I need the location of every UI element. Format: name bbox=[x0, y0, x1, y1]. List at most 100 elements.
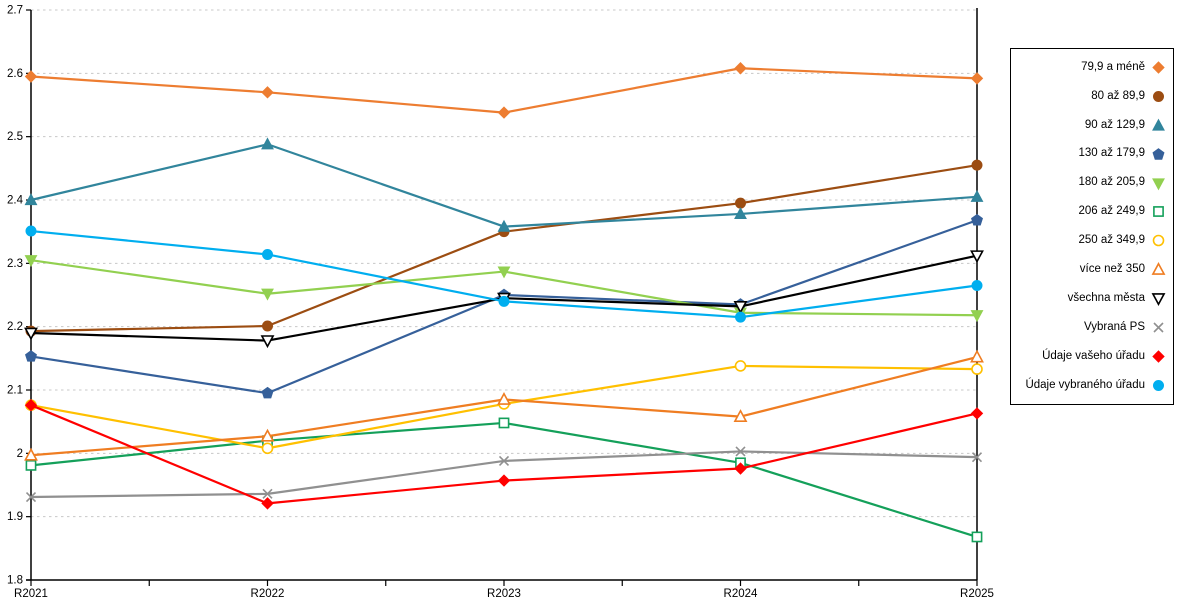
legend-item: 180 až 205,9 bbox=[1015, 171, 1166, 195]
triangle-up-marker bbox=[733, 409, 748, 423]
triangle-down-marker bbox=[261, 288, 274, 301]
legend-item: 79,9 a méně bbox=[1015, 55, 1166, 79]
series-12 bbox=[25, 225, 983, 323]
series-11 bbox=[24, 398, 984, 510]
diamond-marker bbox=[734, 62, 747, 75]
triangle-up-marker bbox=[24, 447, 38, 461]
square-marker bbox=[498, 417, 510, 429]
series-line bbox=[29, 143, 979, 228]
legend-label: Vybraná PS bbox=[1084, 320, 1145, 333]
legend-item: více než 350 bbox=[1015, 258, 1166, 282]
y-axis-ticks: 2.7 2.6 2.5 2.4 2.3 2.2 2.1 2 1.9 1.8 bbox=[7, 5, 31, 587]
series-8 bbox=[24, 349, 984, 461]
diamond-marker bbox=[1152, 61, 1165, 74]
pentagon-marker bbox=[1152, 147, 1165, 160]
legend-item: Vybraná PS bbox=[1015, 316, 1166, 340]
triangle-down-marker bbox=[260, 335, 275, 349]
legend-marker-icon bbox=[1153, 90, 1164, 102]
legend-item: 80 až 89,9 bbox=[1015, 84, 1166, 108]
square-marker bbox=[971, 531, 983, 543]
y-tick-label: 2.4 bbox=[7, 195, 24, 207]
series-10 bbox=[25, 446, 983, 503]
square-marker bbox=[25, 459, 37, 471]
legend-item: Údaje vybraného úřadu bbox=[1015, 373, 1166, 397]
triangle-up-marker bbox=[261, 137, 274, 150]
legend-marker-icon bbox=[1152, 350, 1165, 363]
circle-marker bbox=[498, 295, 510, 307]
diamond-marker bbox=[261, 86, 274, 99]
x-tick-label: R2021 bbox=[14, 588, 48, 600]
triangle-down-marker bbox=[1152, 177, 1165, 190]
legend-marker-icon bbox=[1153, 379, 1164, 391]
legend-marker-icon bbox=[1152, 118, 1165, 131]
triangle-up-marker bbox=[734, 207, 747, 220]
legend-item: 206 až 249,9 bbox=[1015, 200, 1166, 224]
series-1 bbox=[24, 62, 984, 119]
triangle-down-marker bbox=[970, 310, 984, 323]
series-3 bbox=[24, 137, 984, 232]
diamond-marker bbox=[497, 474, 511, 487]
legend-label: 130 až 179,9 bbox=[1078, 147, 1145, 160]
x-marker bbox=[498, 455, 510, 466]
circle-marker bbox=[1153, 379, 1164, 391]
triangle-up-marker bbox=[24, 193, 38, 206]
y-tick-label: 2.1 bbox=[7, 385, 23, 397]
circle-marker bbox=[735, 311, 746, 323]
diamond-marker bbox=[24, 398, 38, 412]
circle-marker bbox=[261, 442, 274, 455]
legend: 79,9 a méně 80 až 89,9 90 až 129,9 130 až 1… bbox=[1010, 48, 1174, 405]
circle-marker bbox=[734, 360, 747, 372]
y-tick-label: 2.2 bbox=[7, 321, 23, 333]
triangle-up-marker bbox=[260, 428, 275, 442]
legend-item: 130 až 179,9 bbox=[1015, 142, 1166, 166]
diamond-marker bbox=[497, 106, 511, 119]
triangle-up-marker bbox=[497, 392, 511, 405]
x-marker bbox=[25, 491, 37, 503]
legend-item: 250 až 349,9 bbox=[1015, 229, 1166, 253]
pentagon-marker bbox=[25, 350, 37, 362]
legend-label: 206 až 249,9 bbox=[1078, 205, 1145, 218]
circle-marker bbox=[971, 280, 983, 291]
y-tick-label: 2.6 bbox=[7, 68, 23, 80]
legend-label: Údaje vašeho úřadu bbox=[1042, 349, 1145, 362]
x-marker bbox=[971, 452, 983, 463]
circle-marker bbox=[971, 363, 983, 375]
legend-item: všechna města bbox=[1015, 287, 1166, 311]
legend-label: 80 až 89,9 bbox=[1091, 89, 1145, 102]
legend-marker-icon bbox=[1151, 293, 1166, 307]
triangle-down-marker bbox=[497, 266, 511, 279]
legend-label: 79,9 a méně bbox=[1081, 60, 1145, 73]
x-tick-label: R2022 bbox=[251, 588, 285, 600]
y-tick-label: 2.5 bbox=[7, 131, 23, 143]
y-tick-label: 1.9 bbox=[7, 511, 23, 523]
triangle-up-marker bbox=[497, 219, 511, 232]
legend-label: Údaje vybraného úřadu bbox=[1025, 378, 1145, 391]
diamond-marker bbox=[970, 72, 984, 85]
triangle-up-marker bbox=[1151, 262, 1166, 276]
circle-marker bbox=[262, 248, 273, 260]
circle-marker bbox=[971, 159, 983, 171]
circle-marker bbox=[1152, 235, 1165, 247]
legend-label: 180 až 205,9 bbox=[1078, 176, 1145, 189]
legend-marker-icon bbox=[1152, 235, 1165, 247]
x-marker bbox=[262, 488, 273, 499]
legend-item: Údaje vašeho úřadu bbox=[1015, 345, 1166, 369]
circle-marker bbox=[262, 320, 273, 332]
series-line bbox=[29, 450, 979, 499]
legend-item: 90 až 129,9 bbox=[1015, 113, 1166, 137]
legend-label: více než 350 bbox=[1079, 263, 1145, 276]
triangle-down-marker bbox=[24, 255, 38, 268]
y-tick-label: 2.7 bbox=[7, 5, 23, 17]
x-tick-label: R2024 bbox=[724, 588, 758, 600]
x-axis-ticks: R2021 R2022 R2023 R2024 R2025 bbox=[14, 580, 994, 600]
legend-label: 90 až 129,9 bbox=[1084, 118, 1145, 131]
x-marker bbox=[1153, 322, 1164, 333]
legend-marker-icon bbox=[1153, 322, 1164, 333]
series-7 bbox=[25, 360, 983, 455]
y-tick-label: 2.3 bbox=[7, 258, 23, 270]
triangle-down-marker bbox=[733, 300, 748, 314]
y-tick-label: 1.8 bbox=[7, 575, 23, 587]
y-tick-label: 2 bbox=[17, 448, 23, 460]
legend-label: všechna města bbox=[1067, 291, 1145, 304]
